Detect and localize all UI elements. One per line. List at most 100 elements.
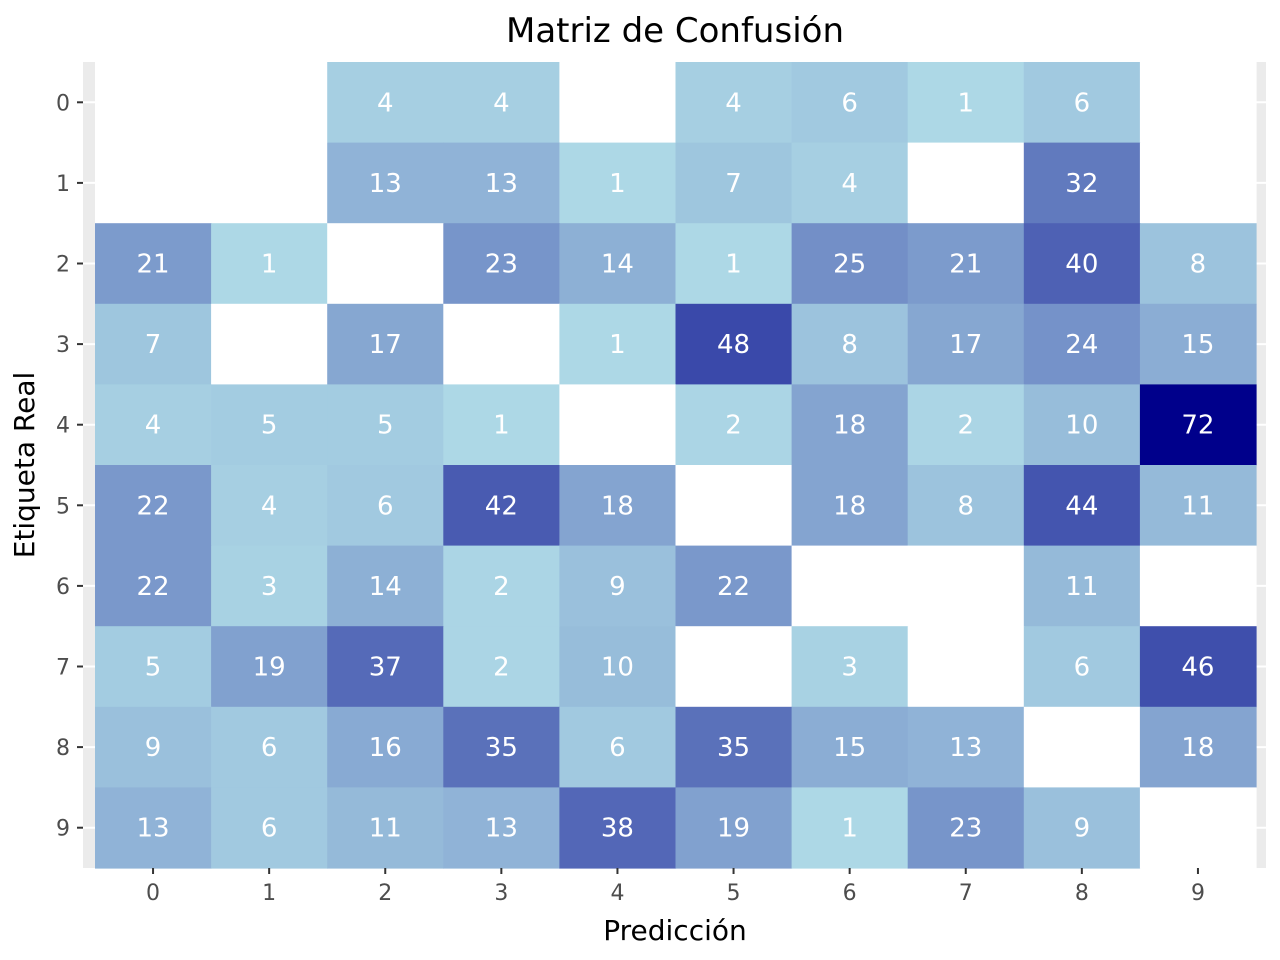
y-tick-label: 6 [56,575,70,600]
heatmap-cell [675,142,793,224]
x-tick-label: 0 [146,881,160,906]
heatmap-cell [1023,384,1141,466]
cell-value-label: 17 [369,330,402,360]
cell-value-label: 19 [717,814,750,844]
cell-value-label: 8 [957,491,974,521]
heatmap-cell [559,142,677,224]
cell-value-label: 22 [717,572,750,602]
cell-value-label: 1 [609,330,626,360]
cell-value-label: 11 [1065,572,1098,602]
heatmap-cell [211,384,328,466]
heatmap-cell [443,626,560,708]
y-tick-label: 0 [56,91,70,116]
heatmap-cell [211,626,328,708]
heatmap-cell [559,465,677,547]
cell-value-label: 18 [601,491,634,521]
heatmap-cell [907,545,1025,627]
cell-value-label: 1 [725,250,742,280]
heatmap-cell [95,303,212,385]
cell-value-label: 4 [377,88,394,118]
heatmap-cell [675,465,793,547]
heatmap-cell [211,706,328,788]
cell-value-label: 6 [1074,88,1091,118]
heatmap-cell [1139,142,1257,224]
heatmap-cell [443,545,560,627]
heatmap-cell [675,62,793,144]
x-tick-label: 8 [1075,881,1089,906]
cell-value-label: 6 [609,733,626,763]
heatmap-cell [907,384,1025,466]
cell-value-label: 8 [841,330,858,360]
cell-value-label: 22 [137,491,170,521]
heatmap-cell [1139,626,1257,708]
cell-value-label: 5 [261,411,278,441]
cell-value-label: 14 [601,250,634,280]
cell-value-label: 14 [369,572,402,602]
heatmap-cell [907,626,1025,708]
cell-value-label: 7 [725,169,742,199]
heatmap-cell [211,545,328,627]
x-tick-label: 4 [610,881,624,906]
heatmap-cell [211,465,328,547]
x-tick-label: 2 [378,881,392,906]
heatmap-cell [1139,545,1257,627]
heatmap-cell [443,787,560,869]
heatmap-cell [327,706,444,788]
cell-value-label: 40 [1065,250,1098,280]
heatmap-cell [559,223,677,305]
heatmap-cell [1139,303,1257,385]
x-tick-label: 1 [262,881,276,906]
cell-value-label: 8 [1190,250,1207,280]
cell-value-label: 72 [1181,411,1214,441]
heatmap-cell [1139,787,1257,869]
y-tick-label: 3 [56,333,70,358]
heatmap-cell [791,787,909,869]
y-axis-title: Etiqueta Real [8,372,41,559]
heatmap-cell [791,223,909,305]
cell-value-label: 1 [493,411,510,441]
cell-value-label: 15 [833,733,866,763]
heatmap-cell [327,142,444,224]
cell-value-label: 3 [261,572,278,602]
heatmap-cell [559,545,677,627]
cell-value-label: 16 [369,733,402,763]
heatmap-cell [791,142,909,224]
heatmap-cell [675,706,793,788]
cell-value-label: 4 [261,491,278,521]
heatmap-cell [1023,545,1141,627]
cell-value-label: 10 [1065,411,1098,441]
x-axis-ticks: 0 1 2 3 4 5 6 7 8 9 [146,868,1205,906]
heatmap-cell [327,223,444,305]
cell-value-label: 37 [369,653,402,683]
heatmap-cells [95,62,1257,869]
cell-value-label: 2 [493,653,510,683]
heatmap-cell [327,545,444,627]
cell-value-label: 13 [485,169,518,199]
heatmap-cell [95,706,212,788]
heatmap-cell [559,62,677,144]
heatmap-cell [327,384,444,466]
cell-value-label: 6 [261,814,278,844]
x-tick-label: 6 [843,881,857,906]
heatmap-cell [1023,626,1141,708]
cell-value-label: 1 [261,250,278,280]
heatmap-cell [1023,62,1141,144]
cell-value-label: 6 [1074,653,1091,683]
heatmap-cell [95,223,212,305]
heatmap-cell [559,626,677,708]
cell-value-label: 1 [957,88,974,118]
cell-value-label: 1 [609,169,626,199]
heatmap-cell [327,787,444,869]
heatmap-cell [443,706,560,788]
heatmap-cell [559,303,677,385]
y-tick-label: 1 [56,172,70,197]
cell-value-label: 21 [949,250,982,280]
cell-value-label: 23 [949,814,982,844]
heatmap-cell [95,787,212,869]
cell-value-label: 4 [145,411,162,441]
cell-value-label: 42 [485,491,518,521]
heatmap-cell [1139,706,1257,788]
y-tick-label: 7 [56,656,70,681]
cell-value-label: 32 [1065,169,1098,199]
